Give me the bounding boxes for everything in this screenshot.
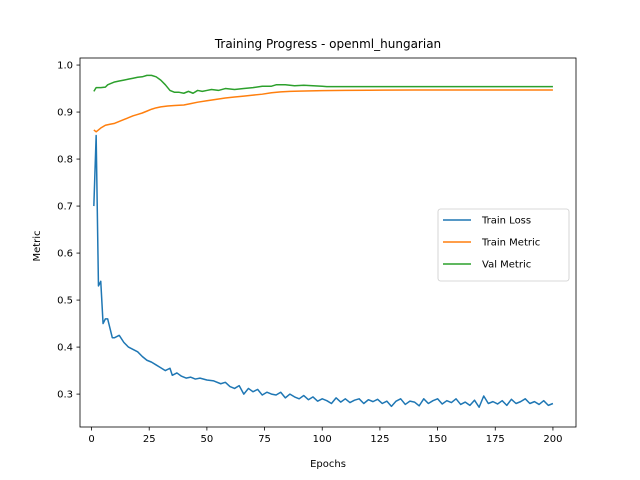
y-tick-label: 0.8 [57, 155, 73, 166]
axes-frame [79, 57, 577, 428]
x-tick-label: 100 [313, 434, 332, 445]
series-line-train-metric [93, 89, 553, 133]
x-tick-label: 125 [370, 434, 389, 445]
legend-label-train-loss: Train Loss [481, 216, 531, 227]
series-line-val-metric [93, 74, 553, 94]
x-tick-label: 0 [88, 434, 94, 445]
y-tick-label: 0.9 [57, 108, 73, 119]
legend-label-train-metric: Train Metric [481, 238, 540, 249]
x-tick-label: 200 [543, 434, 562, 445]
chart-title: Training Progress - openml_hungarian [214, 37, 441, 51]
y-tick-label: 0.7 [57, 202, 73, 213]
y-tick-label: 0.3 [57, 390, 73, 401]
y-tick-label: 0.4 [57, 343, 73, 354]
y-tick-label: 1.0 [57, 61, 73, 72]
x-axis-label: Epochs [310, 459, 346, 470]
x-tick-label: 75 [258, 434, 271, 445]
legend-label-val-metric: Val Metric [482, 260, 531, 271]
y-tick-label: 0.6 [57, 249, 73, 260]
legend: Train Loss Train Metric Val Metric [437, 208, 570, 282]
y-axis-label: Metric [32, 230, 43, 261]
x-tick-label: 175 [486, 434, 505, 445]
plot-area: 0 25 50 75 100 125 150 175 200 0.3 0.4 0.5 0.6 0.7 0.8… [57, 57, 577, 445]
series-line-train-loss [93, 134, 554, 409]
legend-box [437, 208, 570, 282]
x-tick-label: 25 [143, 434, 156, 445]
x-tick-label: 150 [428, 434, 447, 445]
x-tick-label: 50 [201, 434, 214, 445]
y-tick-label: 0.5 [57, 296, 73, 307]
